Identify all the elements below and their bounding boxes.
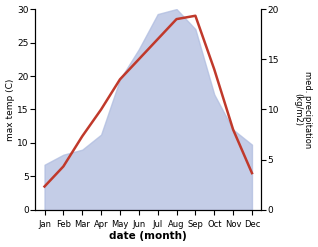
X-axis label: date (month): date (month) (109, 231, 187, 242)
Y-axis label: med. precipitation
(kg/m2): med. precipitation (kg/m2) (293, 71, 313, 148)
Y-axis label: max temp (C): max temp (C) (5, 78, 15, 141)
